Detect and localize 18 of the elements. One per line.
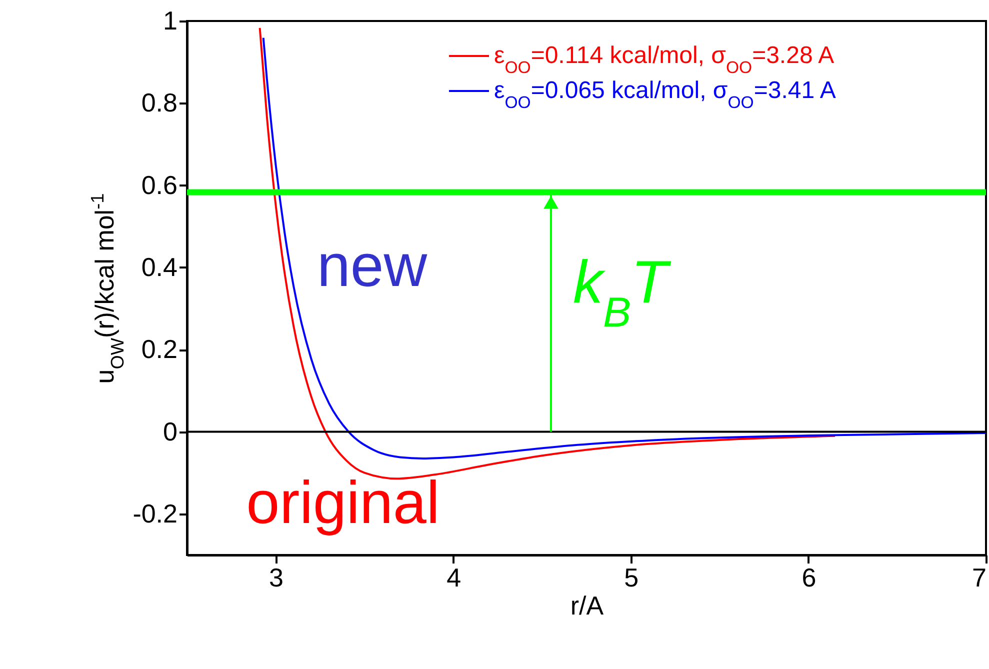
legend-label: ε$_{OO}$=0.065 kcal/mol, σ$_{OO}$=3.41 A [494,77,836,112]
annotation: original [246,469,440,536]
x-tick-label: 5 [624,562,639,592]
y-tick-label: -0.2 [132,498,178,528]
x-tick-label: 6 [802,562,816,592]
annotation: k$_{B}$T [572,248,672,335]
y-tick-label: 0.2 [141,334,178,364]
y-tick-label: 1 [163,6,178,36]
y-tick-label: 0 [163,416,178,446]
legend-label: ε$_{OO}$=0.114 kcal/mol, σ$_{OO}$=3.28 A [494,42,834,76]
x-tick-label: 7 [972,562,986,592]
x-tick-label: 4 [446,562,462,592]
y-tick-label: 0.8 [141,88,178,118]
y-tick-label: 0.6 [141,170,178,200]
y-tick-label: 0.4 [141,252,178,282]
x-axis-title: r/A [570,590,604,620]
annotation: new [316,232,428,299]
x-tick-label: 3 [269,562,284,592]
